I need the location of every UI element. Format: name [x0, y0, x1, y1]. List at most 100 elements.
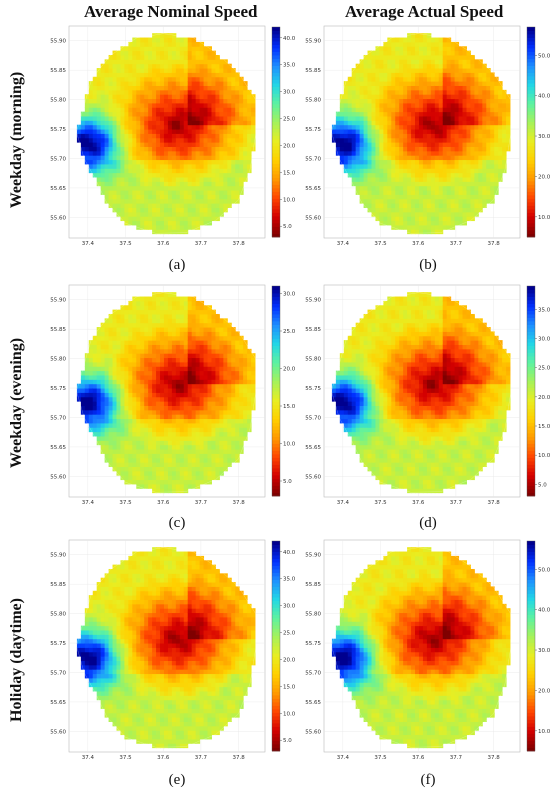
speed-cell	[167, 470, 173, 476]
speed-cell	[160, 322, 165, 328]
speed-cell	[486, 124, 491, 130]
speed-cell	[183, 392, 189, 398]
speed-cell	[140, 172, 145, 178]
speed-cell	[179, 488, 185, 494]
speed-cell	[128, 124, 133, 130]
speed-cell	[494, 150, 499, 156]
speed-cell	[351, 94, 357, 100]
speed-cell	[128, 194, 133, 200]
speed-cell	[171, 435, 177, 441]
speed-cell	[462, 115, 467, 121]
speed-cell	[375, 85, 380, 91]
speed-cell	[466, 115, 471, 121]
speed-cell	[215, 146, 220, 152]
speed-cell	[163, 54, 169, 60]
speed-cell	[438, 168, 444, 174]
speed-cell	[148, 115, 153, 121]
speed-cell	[399, 68, 404, 73]
speed-cell	[116, 89, 121, 95]
speed-cell	[383, 146, 388, 152]
speed-cell	[474, 76, 479, 82]
speed-cell	[454, 85, 460, 91]
speed-cell	[223, 444, 228, 450]
speed-cell	[199, 366, 205, 372]
speed-cell	[163, 107, 169, 113]
speed-cell	[92, 361, 98, 367]
speed-cell	[223, 111, 228, 117]
speed-cell	[343, 102, 349, 108]
speed-cell	[116, 102, 121, 108]
speed-cell	[482, 198, 487, 204]
speed-cell	[148, 207, 153, 213]
speed-cell	[160, 190, 165, 195]
speed-cell	[195, 54, 201, 60]
speed-cell	[152, 176, 157, 182]
speed-cell	[148, 435, 153, 441]
speed-cell	[88, 98, 94, 104]
speed-cell	[486, 120, 491, 126]
speed-cell	[466, 107, 471, 113]
speed-cell	[367, 89, 372, 95]
speed-cell	[163, 470, 169, 476]
speed-cell	[112, 185, 117, 191]
speed-cell	[395, 194, 400, 200]
speed-cell	[363, 172, 369, 178]
speed-cell	[136, 168, 141, 174]
speed-cell	[136, 115, 141, 121]
speed-cell	[100, 172, 106, 178]
speed-cell	[187, 357, 193, 363]
speed-cell	[207, 172, 212, 178]
speed-cell	[375, 107, 380, 113]
speed-cell	[132, 211, 137, 217]
speed-cell	[482, 102, 487, 108]
speed-cell	[100, 331, 106, 337]
speed-cell	[187, 366, 193, 372]
speed-cell	[359, 89, 365, 95]
speed-cell	[160, 129, 165, 134]
speed-cell	[422, 33, 428, 39]
speed-cell	[199, 440, 205, 446]
speed-cell	[175, 63, 181, 69]
speed-cell	[104, 72, 110, 78]
speed-cell	[458, 46, 464, 52]
speed-cell	[231, 357, 236, 363]
speed-cell	[235, 414, 240, 420]
speed-cell	[355, 107, 361, 113]
speed-cell	[223, 370, 228, 376]
speed-cell	[175, 85, 181, 91]
speed-cell	[144, 172, 149, 178]
speed-cell	[156, 176, 161, 182]
speed-cell	[494, 163, 499, 169]
speed-cell	[144, 220, 149, 226]
colorbar-step	[527, 125, 535, 129]
speed-cell	[411, 133, 416, 139]
speed-cell	[191, 427, 197, 433]
speed-cell	[171, 124, 177, 130]
speed-cell	[231, 68, 236, 73]
speed-cell	[140, 159, 145, 165]
colorbar-step	[272, 181, 280, 185]
speed-cell	[462, 107, 467, 113]
speed-cell	[219, 185, 224, 191]
speed-cell	[171, 344, 177, 350]
speed-cell	[418, 63, 424, 69]
speed-cell	[120, 155, 125, 161]
speed-cell	[160, 68, 165, 73]
speed-cell	[156, 483, 161, 489]
speed-cell	[171, 457, 177, 463]
speed-cell	[375, 81, 380, 86]
speed-cell	[84, 409, 90, 415]
speed-cell	[387, 115, 392, 121]
speed-cell	[144, 457, 149, 463]
speed-cell	[191, 185, 197, 191]
speed-cell	[179, 374, 185, 380]
speed-cell	[403, 72, 408, 78]
speed-cell	[124, 418, 129, 424]
speed-cell	[211, 396, 216, 402]
speed-cell	[387, 59, 392, 65]
speed-cell	[116, 414, 121, 420]
speed-cell	[140, 176, 145, 182]
speed-cell	[207, 163, 212, 169]
speed-cell	[160, 41, 165, 47]
speed-cell	[191, 190, 197, 195]
